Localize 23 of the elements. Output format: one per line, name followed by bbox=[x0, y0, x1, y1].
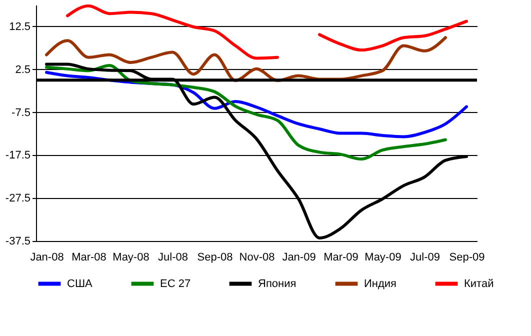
legend-label: США bbox=[67, 278, 94, 290]
legend-label: Индия bbox=[364, 278, 397, 290]
y-tick-label: -37.5 bbox=[5, 236, 30, 248]
x-tick-label: Sep-08 bbox=[197, 252, 233, 264]
legend-label: ЕС 27 bbox=[160, 278, 191, 290]
y-tick-label: 2.5 bbox=[15, 64, 30, 76]
y-tick-label: -17.5 bbox=[5, 150, 30, 162]
x-tick-label: Nov-08 bbox=[239, 252, 275, 264]
x-tick-label: Jul-08 bbox=[158, 252, 188, 264]
x-tick-label: Mar-08 bbox=[72, 252, 106, 264]
legend-label: Китай bbox=[464, 278, 494, 290]
x-tick-label: May-08 bbox=[112, 252, 150, 264]
x-tick-label: Jan-09 bbox=[282, 252, 316, 264]
line-series bbox=[45, 64, 447, 161]
x-tick-label: Jan-08 bbox=[30, 252, 64, 264]
y-tick-label: -7.5 bbox=[12, 106, 30, 119]
y-tick-label: -27.5 bbox=[5, 192, 30, 205]
x-tick-label: Jul-09 bbox=[410, 252, 440, 264]
y-tick-label: 12.5 bbox=[9, 20, 30, 33]
x-tick-label: Sep-09 bbox=[449, 252, 485, 264]
legend-label: Япония bbox=[258, 278, 296, 290]
x-tick-label: Mar-09 bbox=[324, 252, 358, 264]
x-tick-label: May-09 bbox=[364, 252, 402, 264]
